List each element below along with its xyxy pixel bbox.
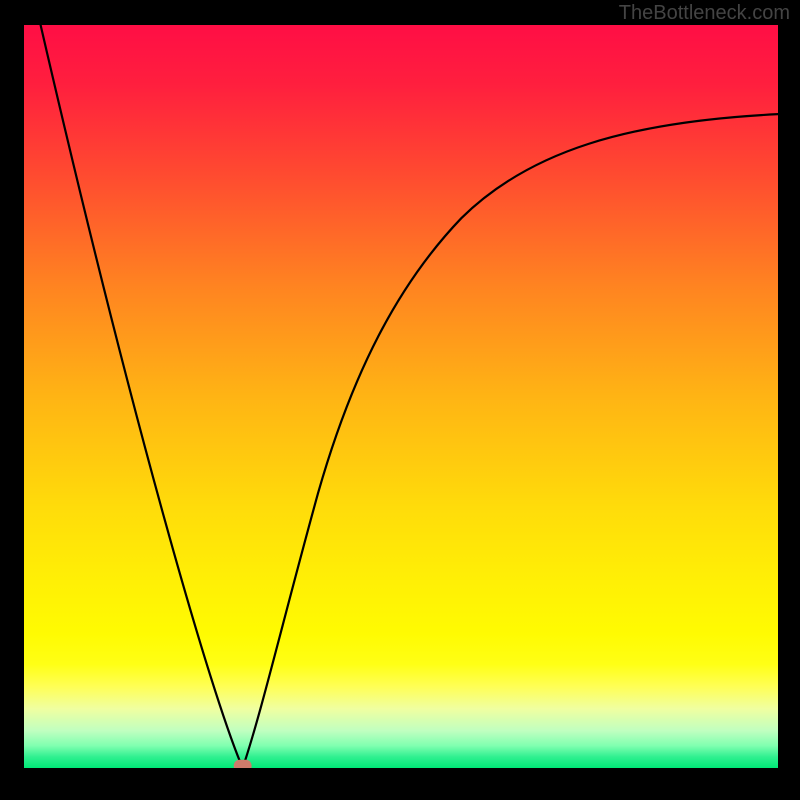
plot-svg — [24, 25, 778, 768]
plot-area — [24, 25, 778, 768]
watermark-text: TheBottleneck.com — [619, 2, 790, 25]
optimum-marker — [234, 760, 252, 768]
chart-container: TheBottleneck.com — [0, 0, 800, 800]
chart-background — [24, 25, 778, 768]
